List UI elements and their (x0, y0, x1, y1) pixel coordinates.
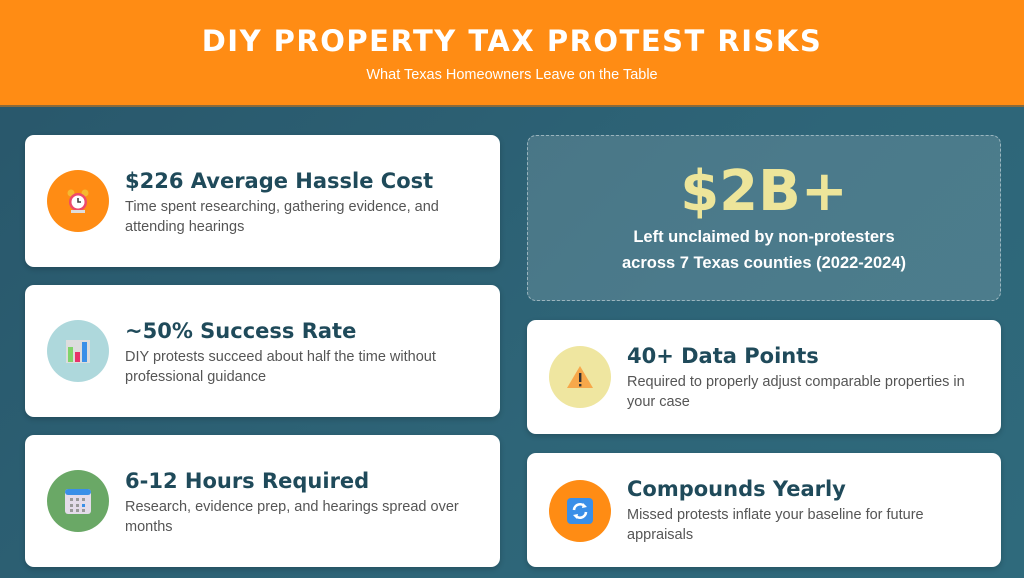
card-description: Required to properly adjust comparable p… (627, 374, 965, 410)
page-subtitle: What Texas Homeowners Leave on the Table (366, 67, 658, 83)
card-hours-required: 6-12 Hours Required Research, evidence p… (25, 435, 500, 567)
card-title: $226 Average Hassle Cost (125, 169, 434, 193)
card-compounds-yearly: Compounds Yearly Missed protests inflate… (527, 453, 1001, 567)
card-data-points: 40+ Data Points Required to properly adj… (527, 320, 1001, 434)
card-success-rate: ~50% Success Rate DIY protests succeed a… (25, 285, 500, 417)
highlight-panel: $2B+ Left unclaimed by non-protesters ac… (527, 135, 1001, 301)
card-description: Missed protests inflate your baseline fo… (627, 507, 924, 543)
header: DIY PROPERTY TAX PROTEST RISKS What Texa… (0, 0, 1024, 107)
highlight-value: $2B+ (680, 159, 848, 224)
highlight-line-1: Left unclaimed by non-protesters (633, 228, 895, 246)
warning-icon (549, 346, 611, 408)
refresh-icon (549, 480, 611, 542)
card-hassle-cost: $226 Average Hassle Cost Time spent rese… (25, 135, 500, 267)
card-title: 40+ Data Points (627, 344, 819, 368)
card-title: 6-12 Hours Required (125, 469, 370, 493)
calendar-icon (47, 470, 109, 532)
highlight-line-2: across 7 Texas counties (2022-2024) (621, 254, 907, 272)
card-title: ~50% Success Rate (125, 319, 357, 343)
card-description: Research, evidence prep, and hearings sp… (125, 499, 459, 535)
card-description: DIY protests succeed about half the time… (125, 349, 436, 385)
card-title: Compounds Yearly (627, 477, 846, 501)
bar-chart-icon (47, 320, 109, 382)
card-description: Time spent researching, gathering eviden… (125, 199, 439, 235)
page-title: DIY PROPERTY TAX PROTEST RISKS (201, 24, 823, 58)
alarm-clock-icon (47, 170, 109, 232)
